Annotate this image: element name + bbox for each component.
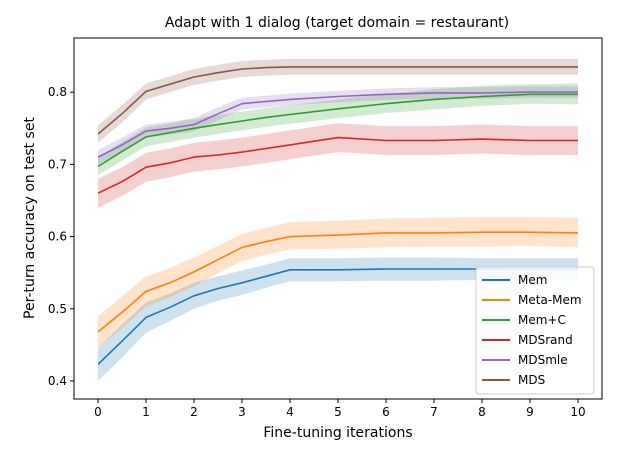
band-mem-c (98, 83, 578, 176)
band-mds (98, 58, 578, 143)
y-axis-label: Per-turn accuracy on test set (22, 117, 38, 319)
legend-label: MDSmle (518, 353, 568, 367)
y-tick-label: 0.5 (48, 302, 67, 316)
series-line-mem-c (97, 93, 578, 168)
x-axis-ticks: 0 1 2 3 4 5 6 7 8 9 10 (94, 399, 586, 419)
series-line-mdsrand (97, 136, 578, 194)
x-axis-label: Fine-tuning iterations (263, 425, 412, 441)
series-line-mds (97, 66, 578, 135)
x-tick-label: 6 (382, 405, 390, 419)
x-tick-label: 2 (190, 405, 198, 419)
x-tick-label: 1 (142, 405, 150, 419)
legend-label: MDSrand (518, 333, 573, 347)
series-line-mdsmle (97, 91, 578, 158)
chart-title: Adapt with 1 dialog (target domain = res… (165, 15, 509, 31)
y-axis-ticks: 0.4 0.5 0.6 0.7 0.8 (48, 85, 74, 388)
legend-items: Mem Meta-Mem Mem+C MDSrand MDSmle MDS (482, 273, 582, 387)
x-tick-label: 3 (238, 405, 246, 419)
y-tick-label: 0.8 (48, 85, 67, 99)
band-meta-mem (98, 217, 578, 348)
legend-label: Mem+C (518, 313, 566, 327)
legend-label: Meta-Mem (518, 293, 582, 307)
y-tick-label: 0.4 (48, 374, 67, 388)
legend: Mem Meta-Mem Mem+C MDSrand MDSmle MDS (475, 266, 595, 395)
x-tick-label: 4 (286, 405, 294, 419)
legend-box (475, 266, 595, 395)
series-lines (97, 66, 579, 365)
x-tick-label: 9 (526, 405, 534, 419)
x-tick-label: 0 (94, 405, 102, 419)
x-tick-label: 8 (478, 405, 486, 419)
series-line-meta-mem (97, 231, 579, 333)
y-tick-label: 0.7 (48, 157, 67, 171)
x-tick-label: 5 (334, 405, 342, 419)
x-tick-label: 7 (430, 405, 438, 419)
y-tick-label: 0.6 (48, 230, 67, 244)
band-mdsrand (98, 123, 578, 208)
series-line-mem (97, 268, 578, 365)
legend-label: Mem (518, 273, 547, 287)
x-tick-label: 10 (570, 405, 585, 419)
legend-label: MDS (518, 373, 545, 387)
